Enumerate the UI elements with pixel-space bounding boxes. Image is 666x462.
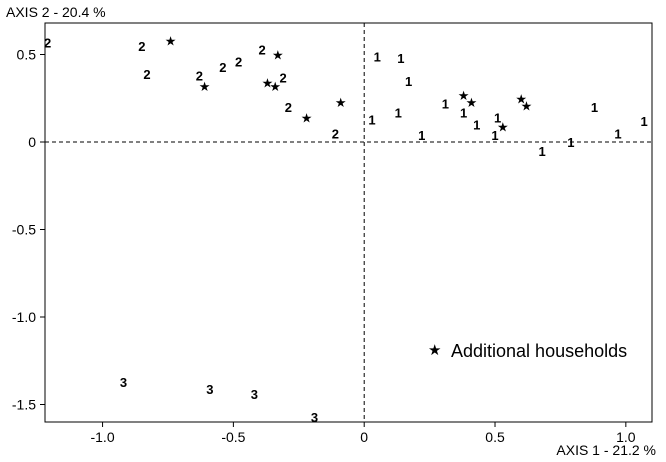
y-axis-title: AXIS 2 - 20.4 % [6, 4, 106, 20]
x-tick-label: -1.0 [90, 429, 114, 445]
group-2-point: 2 [332, 126, 339, 141]
group-2-point: 2 [44, 35, 51, 50]
x-axis-title: AXIS 1 - 21.2 % [556, 442, 656, 458]
additional-household-point: ★ [521, 99, 533, 114]
group-3-point: 3 [311, 410, 318, 425]
legend-label: Additional households [451, 341, 627, 361]
group-3-point: 3 [251, 387, 258, 402]
x-axis-ticks: -1.0 -0.5 0 0.5 1.0 [90, 422, 636, 445]
y-tick-label: 0.5 [17, 47, 37, 63]
group-1-point: 1 [374, 49, 381, 64]
group-1-point: 1 [442, 97, 449, 112]
group-2-point: 2 [285, 100, 292, 115]
group-2-point: 2 [235, 55, 242, 70]
group-1-point: 1 [641, 114, 648, 129]
x-tick-label: -0.5 [221, 429, 245, 445]
plot-frame [44, 22, 653, 423]
group-1-point: 1 [395, 105, 402, 120]
y-axis-ticks: 0.5 0 -0.5 -1.0 -1.5 [12, 47, 45, 413]
y-tick-label: 0 [28, 134, 36, 150]
group-1-point: 1 [397, 51, 404, 66]
y-tick-label: -0.5 [12, 222, 36, 238]
x-tick-label: 1.0 [616, 429, 636, 445]
additional-household-point: ★ [165, 35, 177, 50]
group-2-point: 2 [279, 70, 286, 85]
group-1-point: 1 [368, 112, 375, 127]
y-tick-label: -1.0 [12, 309, 36, 325]
group-2-point: 2 [196, 69, 203, 84]
additional-household-point: ★ [272, 49, 284, 64]
x-tick-label: 0.5 [485, 429, 505, 445]
group-1-point: 1 [567, 135, 574, 150]
group-2-point: 2 [219, 60, 226, 75]
group-3-point: 3 [120, 375, 127, 390]
additional-household-point: ★ [497, 120, 509, 135]
additional-household-point: ★ [466, 96, 478, 111]
additional-household-point: ★ [335, 96, 347, 111]
additional-household-point: ★ [458, 89, 470, 104]
x-tick-label: 0 [360, 429, 368, 445]
additional-household-point: ★ [269, 80, 281, 95]
group-1-point: 1 [460, 105, 467, 120]
additional-household-point: ★ [199, 80, 211, 95]
group-1-point: 1 [591, 100, 598, 115]
legend: ★ Additional households [428, 341, 627, 361]
group-1-point: 1 [473, 118, 480, 133]
group-2-point: 2 [259, 42, 266, 57]
additional-household-point: ★ [301, 112, 313, 127]
group-1-point: 1 [614, 126, 621, 141]
legend-star-icon: ★ [428, 341, 441, 359]
group-1-point: 1 [418, 128, 425, 143]
group-1-point: 1 [491, 128, 498, 143]
group-3-point: 3 [206, 382, 213, 397]
group-1-point: 1 [494, 111, 501, 126]
additional-household-point: ★ [262, 77, 274, 92]
group-2-point: 2 [138, 39, 145, 54]
group-2-point: 2 [143, 67, 150, 82]
additional-household-point: ★ [515, 92, 527, 107]
y-tick-label: -1.5 [12, 397, 36, 413]
group-1-point: 1 [405, 74, 412, 89]
group-1-point: 1 [538, 144, 545, 159]
